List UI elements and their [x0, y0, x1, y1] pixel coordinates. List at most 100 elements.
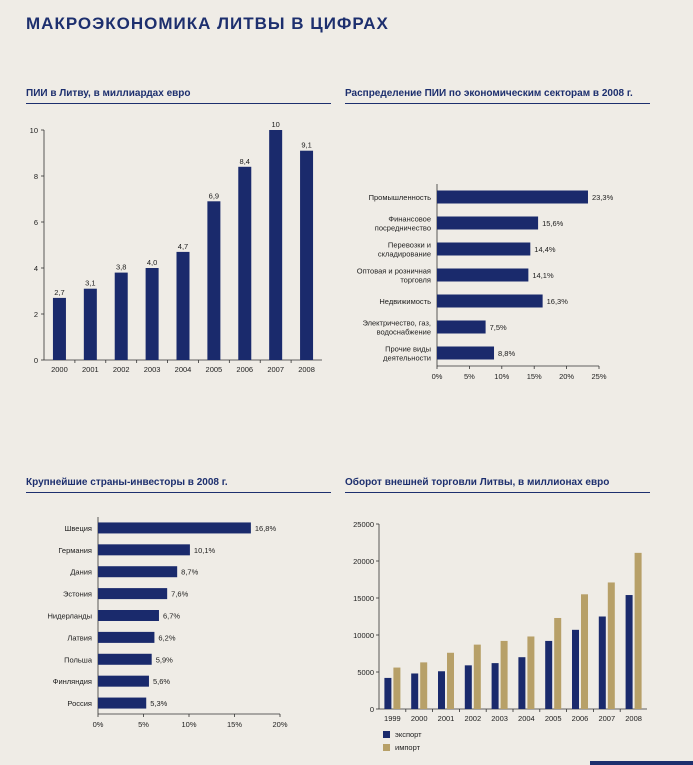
x-tick-label: 20%: [559, 372, 574, 381]
sector-value-label: 7,5%: [490, 323, 507, 332]
country-bar: [98, 566, 178, 578]
sectors-chart-rule: [345, 103, 650, 104]
sector-category-label: Перевозки и складирование: [378, 241, 431, 259]
sector-category-label: Промышленность: [369, 193, 431, 202]
y-tick-label: 10: [30, 126, 38, 135]
page-title: МАКРОЭКОНОМИКА ЛИТВЫ В ЦИФРАХ: [26, 14, 389, 33]
bar: [145, 268, 159, 360]
bar-value-label: 3,1: [85, 279, 95, 288]
export-bar: [545, 640, 553, 709]
x-tick-label: 2001: [82, 365, 99, 374]
x-tick-label: 2004: [175, 365, 192, 374]
sectors-chart-title: Распределение ПИИ по экономическим секто…: [345, 88, 633, 99]
bar: [176, 251, 190, 360]
country-bar: [98, 697, 147, 709]
x-tick-label: 0%: [432, 372, 443, 381]
country-bar: [98, 675, 149, 687]
x-tick-label: 2008: [625, 714, 642, 723]
bar-value-label: 2,7: [54, 288, 64, 297]
x-tick-label: 2004: [518, 714, 535, 723]
x-tick-label: 5%: [138, 720, 149, 729]
x-tick-label: 2002: [464, 714, 481, 723]
x-tick-label: 2007: [267, 365, 284, 374]
x-tick-label: 1999: [384, 714, 401, 723]
bar-value-label: 8,4: [240, 157, 250, 166]
export-bar: [411, 673, 419, 709]
x-tick-label: 2005: [206, 365, 223, 374]
country-value-label: 16,8%: [255, 524, 277, 533]
y-tick-label: 25000: [353, 520, 374, 529]
trade-chart-panel: Оборот внешней торговли Литвы, в миллион…: [345, 477, 650, 762]
sector-value-label: 14,1%: [532, 271, 554, 280]
fdi-chart: 0 2 4 6 8 10 2,7 2000 3,1 2001 3,8 2002 4,0 2003 4,7 20…: [30, 120, 322, 374]
x-tick-label: 2002: [113, 365, 130, 374]
investors-chart-title: Крупнейшие страны-инвесторы в 2008 г.: [26, 477, 228, 488]
y-tick-label: 6: [34, 218, 38, 227]
x-tick-label: 20%: [272, 720, 287, 729]
x-tick-label: 2007: [598, 714, 615, 723]
y-tick-label: 8: [34, 172, 38, 181]
x-tick-label: 0%: [93, 720, 104, 729]
country-value-label: 6,2%: [158, 633, 175, 642]
bar: [207, 201, 221, 360]
bar-value-label: 6,9: [209, 191, 219, 200]
investors-chart: 0% 5% 10% 15% 20% 16,8% Швеция 10,1% Германия 8,7…: [47, 517, 288, 729]
country-bar: [98, 653, 152, 665]
x-tick-label: 2001: [438, 714, 455, 723]
country-value-label: 5,9%: [156, 655, 173, 664]
sectors-chart-panel: Распределение ПИИ по экономическим секто…: [345, 88, 650, 381]
import-bar: [447, 652, 454, 709]
bar-value-label: 4,0: [147, 258, 157, 267]
bar: [114, 272, 128, 360]
sector-bar: [437, 242, 531, 256]
country-category-label: Нидерланды: [47, 612, 92, 621]
export-bar: [518, 657, 526, 709]
country-category-label: Германия: [58, 546, 92, 555]
y-tick-label: 20000: [353, 557, 374, 566]
investors-chart-rule: [26, 492, 331, 493]
country-category-label: Россия: [67, 699, 92, 708]
country-value-label: 8,7%: [181, 568, 198, 577]
country-value-label: 10,1%: [194, 546, 216, 555]
country-category-label: Дания: [70, 568, 92, 577]
country-value-label: 7,6%: [171, 590, 188, 599]
legend-swatch: [383, 744, 390, 751]
bar-value-label: 3,8: [116, 263, 126, 272]
sector-category-label: Прочие виды деятельности: [383, 345, 431, 363]
legend-swatch: [383, 731, 390, 738]
x-tick-label: 10%: [494, 372, 509, 381]
x-tick-label: 2000: [51, 365, 68, 374]
bar: [83, 288, 97, 360]
country-category-label: Финляндия: [53, 677, 92, 686]
bar-value-label: 4,7: [178, 242, 188, 251]
legend-label: экспорт: [395, 730, 422, 739]
investors-chart-panel: Крупнейшие страны-инвесторы в 2008 г. 0%…: [26, 477, 331, 737]
y-tick-label: 15000: [353, 594, 374, 603]
corner-accent-bar: [590, 761, 693, 765]
sector-category-label: Недвижимость: [379, 297, 431, 306]
country-bar: [98, 544, 190, 556]
y-tick-label: 0: [34, 356, 38, 365]
export-bar: [438, 671, 445, 709]
country-value-label: 5,6%: [153, 677, 170, 686]
x-tick-label: 2000: [411, 714, 428, 723]
sector-bar: [437, 268, 529, 282]
import-bar: [473, 644, 481, 709]
export-bar: [384, 677, 392, 709]
sector-value-label: 8,8%: [498, 349, 515, 358]
country-category-label: Эстония: [63, 590, 92, 599]
sector-value-label: 15,6%: [542, 219, 564, 228]
sector-value-label: 16,3%: [547, 297, 569, 306]
trade-chart: 0 5000 10000 15000 20000 25000 1999 2000 2001 200…: [353, 520, 647, 752]
y-tick-label: 5000: [357, 668, 374, 677]
export-bar: [491, 663, 499, 709]
sector-category-label: Оптовая и розничная торговля: [357, 267, 431, 285]
country-bar: [98, 631, 155, 643]
import-bar: [527, 636, 535, 709]
country-value-label: 6,7%: [163, 612, 180, 621]
bar-value-label: 10: [271, 120, 279, 129]
sector-bar: [437, 346, 495, 360]
sector-value-label: 23,3%: [592, 193, 614, 202]
x-tick-label: 5%: [464, 372, 475, 381]
sector-bar: [437, 294, 543, 308]
